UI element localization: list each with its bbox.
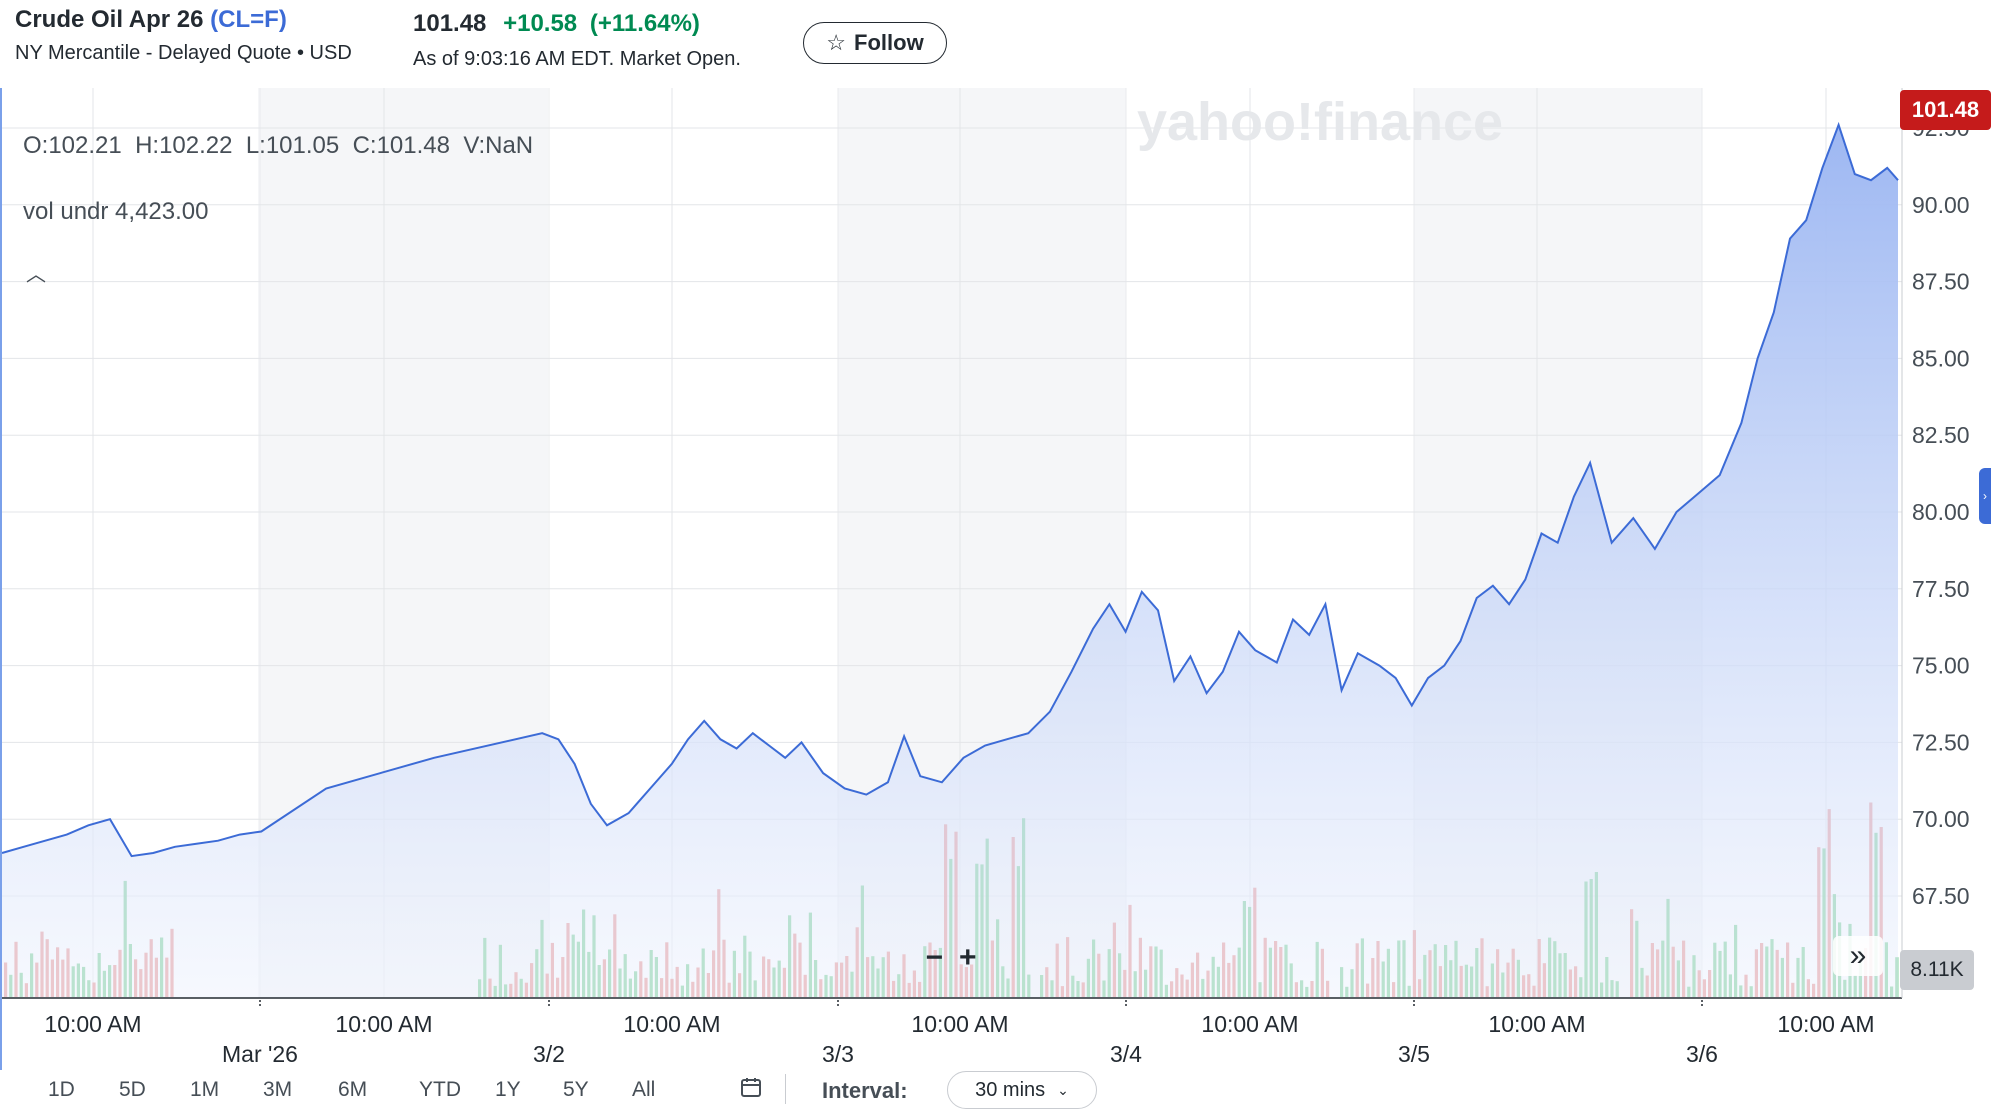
date-label: 3/5: [1398, 1041, 1430, 1067]
range-5d-button[interactable]: 5D: [119, 1078, 146, 1101]
y-tick-label: 87.50: [1912, 269, 1970, 295]
range-6m-button[interactable]: 6M: [338, 1078, 368, 1101]
range-1m-button[interactable]: 1M: [190, 1078, 220, 1101]
range-ytd-button[interactable]: YTD: [419, 1078, 461, 1101]
last-price-flag: 101.48: [1900, 90, 1991, 130]
scroll-forward-button[interactable]: »: [1833, 936, 1883, 976]
symbol-title: Crude Oil Apr 26 (CL=F): [15, 6, 287, 34]
side-panel-toggle-icon[interactable]: ›: [1979, 468, 1991, 524]
y-tick-label: 70.00: [1912, 806, 1970, 832]
x-tick-label: 10:00 AM: [1201, 1011, 1298, 1037]
y-tick-label: 90.00: [1912, 192, 1970, 218]
price-row: 101.48 +10.58 (+11.64%): [413, 10, 700, 38]
chevron-down-icon: ⌄: [1057, 1081, 1069, 1098]
x-axis-labels: 10:00 AM 10:00 AM 10:00 AM 10:00 AM 10:00 AM…: [44, 1000, 1875, 1067]
price-area: [2, 124, 1898, 998]
date-label: 3/4: [1110, 1041, 1142, 1067]
x-tick-label: 10:00 AM: [911, 1011, 1008, 1037]
x-tick-label: 10:00 AM: [335, 1011, 432, 1037]
yahoo-finance-watermark: yahoo!finance: [1137, 92, 1503, 152]
collapse-chevron-up-icon[interactable]: ︿: [26, 264, 46, 286]
x-tick-label: 10:00 AM: [1777, 1011, 1874, 1037]
y-tick-label: 75.00: [1912, 653, 1970, 679]
price-change: +10.58: [503, 10, 578, 37]
zoom-controls: − +: [906, 936, 996, 980]
exchange-line: NY Mercantile - Delayed Quote • USD: [15, 42, 352, 64]
price-change-percent: (+11.64%): [589, 10, 700, 37]
last-price: 101.48: [413, 10, 487, 37]
follow-label: Follow: [854, 30, 924, 55]
date-label: Mar '26: [222, 1041, 298, 1067]
date-label: 3/3: [822, 1041, 854, 1067]
y-tick-label: 77.50: [1912, 576, 1970, 602]
y-tick-label: 85.00: [1912, 345, 1970, 371]
divider: [785, 1074, 786, 1104]
range-5y-button[interactable]: 5Y: [563, 1078, 589, 1101]
y-tick-label: 80.00: [1912, 499, 1970, 525]
x-tick-label: 10:00 AM: [44, 1011, 141, 1037]
y-tick-label: 72.50: [1912, 729, 1970, 755]
range-all-button[interactable]: All: [632, 1078, 656, 1101]
x-tick-label: 10:00 AM: [623, 1011, 720, 1037]
interval-label: Interval:: [822, 1078, 908, 1103]
y-tick-label: 67.50: [1912, 883, 1970, 909]
follow-button[interactable]: ☆ Follow: [803, 22, 947, 64]
ohlc-readout: O:102.21 H:102.22 L:101.05 C:101.48 V:Na…: [23, 132, 534, 159]
price-line: [1, 121, 1899, 858]
range-1y-button[interactable]: 1Y: [495, 1078, 521, 1101]
interval-dropdown[interactable]: 30 mins ⌄: [947, 1071, 1097, 1109]
instrument-name: Crude Oil Apr 26: [15, 6, 204, 33]
x-tick-label: 10:00 AM: [1488, 1011, 1585, 1037]
zoom-out-button[interactable]: −: [925, 941, 943, 974]
last-volume-flag: 8.11K: [1900, 950, 1974, 990]
interval-value: 30 mins: [975, 1078, 1046, 1101]
date-label: 3/6: [1686, 1041, 1718, 1067]
y-tick-label: 82.50: [1912, 422, 1970, 448]
star-outline-icon: ☆: [826, 30, 847, 55]
date-label: 3/2: [533, 1041, 565, 1067]
range-3m-button[interactable]: 3M: [263, 1078, 293, 1101]
quote-header: Crude Oil Apr 26 (CL=F) NY Mercantile - …: [0, 0, 1991, 88]
ticker-symbol[interactable]: (CL=F): [210, 6, 287, 33]
y-axis-labels: 92.5090.0087.5085.0082.5080.0077.5075.00…: [1912, 115, 1970, 909]
range-1d-button[interactable]: 1D: [48, 1078, 75, 1101]
calendar-icon[interactable]: [740, 1076, 762, 1098]
zoom-in-button[interactable]: +: [959, 941, 977, 974]
as-of-timestamp: As of 9:03:16 AM EDT. Market Open.: [413, 48, 741, 70]
volume-readout: vol undr 4,423.00: [23, 198, 209, 225]
